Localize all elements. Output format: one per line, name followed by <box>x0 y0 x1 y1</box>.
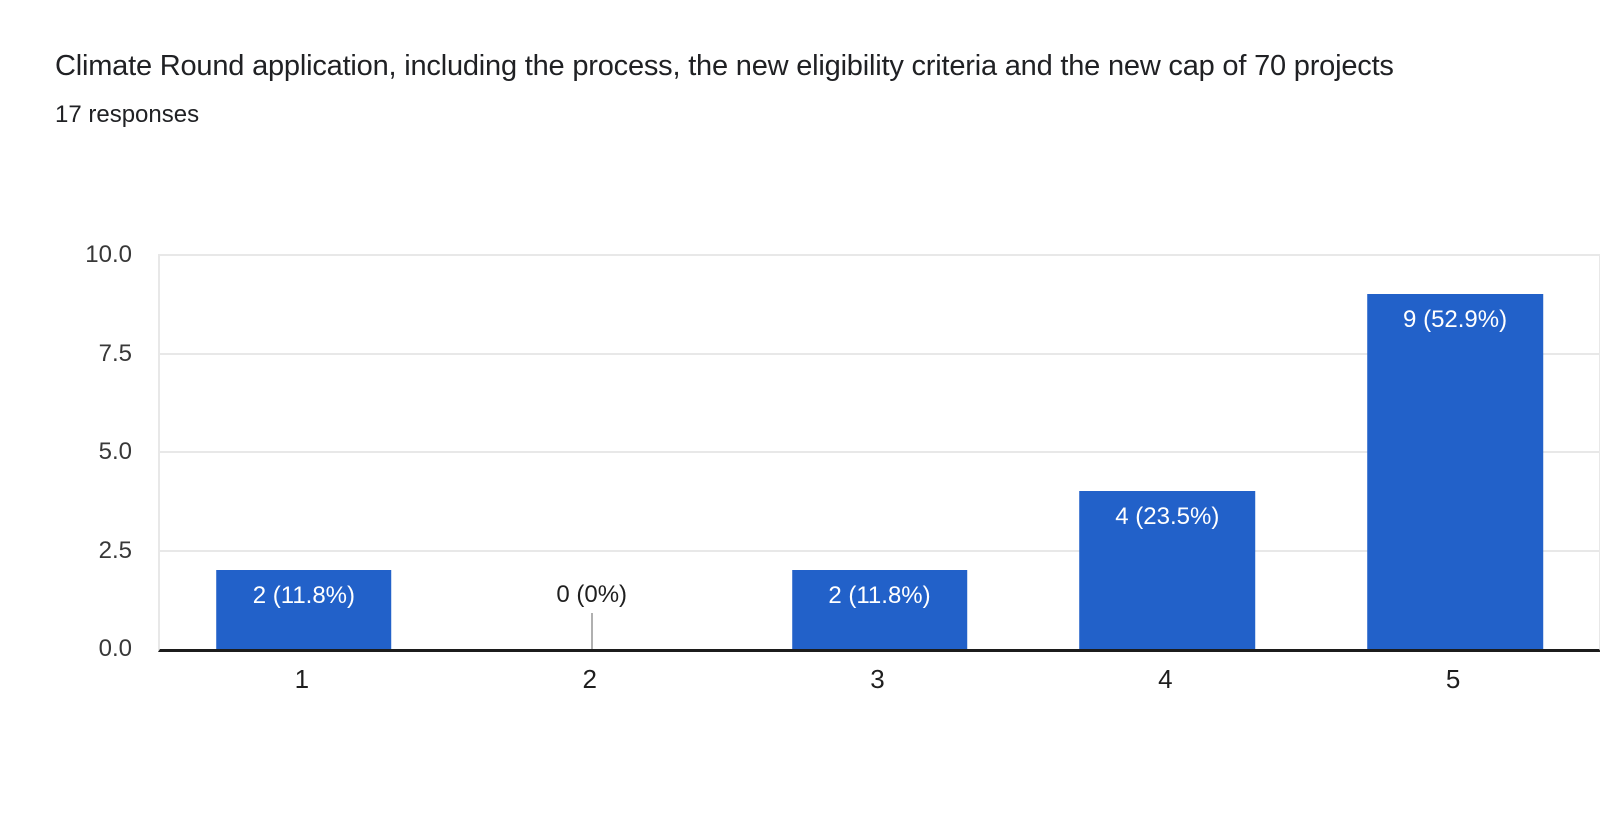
bar[interactable]: 2 (11.8%) <box>216 570 392 649</box>
y-tick-label: 0.0 <box>98 635 132 662</box>
gridline <box>158 352 1600 355</box>
x-axis: 1 2 3 4 5 <box>158 664 1597 700</box>
bar[interactable]: 9 (52.9%) <box>1367 294 1543 649</box>
x-tick-label: 1 <box>294 664 310 694</box>
x-tick-label: 2 <box>582 664 597 694</box>
zero-leader-line <box>590 613 593 649</box>
gridline <box>158 254 1600 256</box>
x-tick-label: 3 <box>870 664 885 694</box>
y-tick-label: 10.0 <box>85 241 132 268</box>
x-tick-label: 4 <box>1158 664 1173 694</box>
bar-value-label: 9 (52.9%) <box>1403 306 1508 334</box>
gridline <box>158 549 1600 552</box>
y-tick-label: 2.5 <box>98 536 132 564</box>
y-axis: 0.0 2.5 5.0 7.5 10.0 <box>0 241 132 662</box>
bar-value-label: 2 (11.8%) <box>828 582 931 610</box>
plot-area: 2 (11.8%) 0 (0%) 2 (11.8%) 4 (23.5%) 9 (52.9… <box>158 254 1600 652</box>
bar[interactable]: 2 (11.8%) <box>791 570 968 649</box>
y-tick-label: 5.0 <box>98 438 132 465</box>
bar[interactable]: 4 (23.5%) <box>1079 491 1256 649</box>
zero-value-label: 0 (0%) <box>556 581 628 608</box>
x-tick-label: 5 <box>1445 664 1461 694</box>
gridline <box>158 451 1600 453</box>
y-tick-label: 7.5 <box>98 339 132 367</box>
chart-header: Climate Round application, including the… <box>55 40 1550 130</box>
chart-title: Climate Round application, including the… <box>55 50 1394 82</box>
bar-value-label: 4 (23.5%) <box>1115 503 1220 531</box>
response-count: 17 responses <box>55 101 200 128</box>
bar-value-label: 2 (11.8%) <box>252 582 356 610</box>
